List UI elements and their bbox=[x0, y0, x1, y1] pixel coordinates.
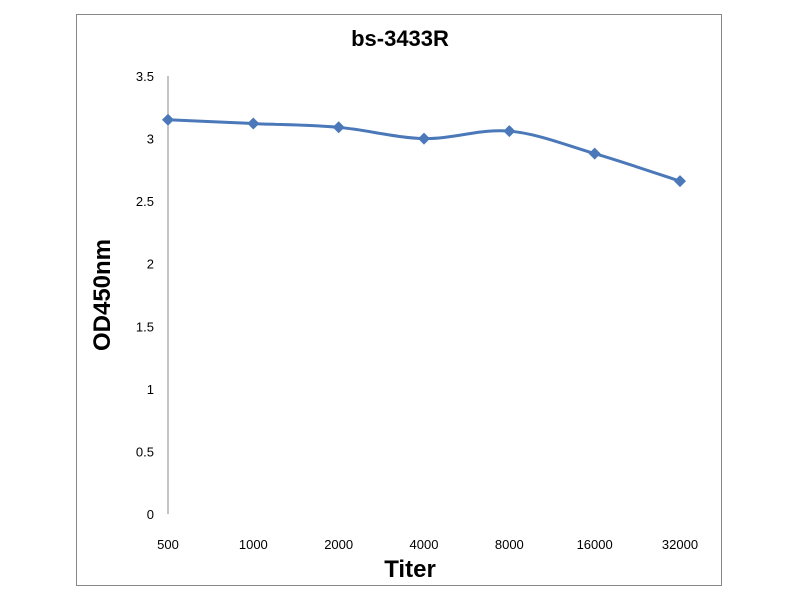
data-point-marker bbox=[674, 175, 686, 188]
x-tick-label: 2000 bbox=[324, 537, 353, 552]
x-axis-label: Titer bbox=[384, 556, 436, 583]
y-tick-label: 2 bbox=[147, 257, 154, 272]
y-tick-label: 2.5 bbox=[136, 194, 154, 209]
x-tick-label: 500 bbox=[157, 537, 179, 552]
data-point-marker bbox=[247, 117, 260, 130]
y-tick-label: 1.5 bbox=[136, 319, 154, 334]
data-point-marker bbox=[162, 113, 174, 126]
data-point-marker bbox=[332, 121, 345, 134]
y-axis-label: OD450nm bbox=[89, 239, 116, 351]
x-tick-label: 1000 bbox=[239, 537, 268, 552]
chart-frame bbox=[76, 14, 722, 586]
series-line bbox=[167, 118, 681, 183]
x-tick-label: 4000 bbox=[410, 537, 439, 552]
y-tick-label: 0.5 bbox=[136, 444, 154, 459]
data-point-marker bbox=[588, 147, 601, 160]
chart-title: bs-3433R bbox=[351, 26, 449, 51]
y-tick-label: 3 bbox=[147, 132, 154, 147]
y-tick-label: 0 bbox=[147, 507, 154, 522]
x-tick-label: 16000 bbox=[577, 537, 613, 552]
data-point-marker bbox=[503, 125, 516, 138]
y-tick-label: 3.5 bbox=[136, 69, 154, 84]
data-point-marker bbox=[418, 132, 430, 145]
x-tick-label: 8000 bbox=[495, 537, 524, 552]
x-tick-label: 32000 bbox=[662, 537, 698, 552]
y-tick-label: 1 bbox=[147, 382, 154, 397]
